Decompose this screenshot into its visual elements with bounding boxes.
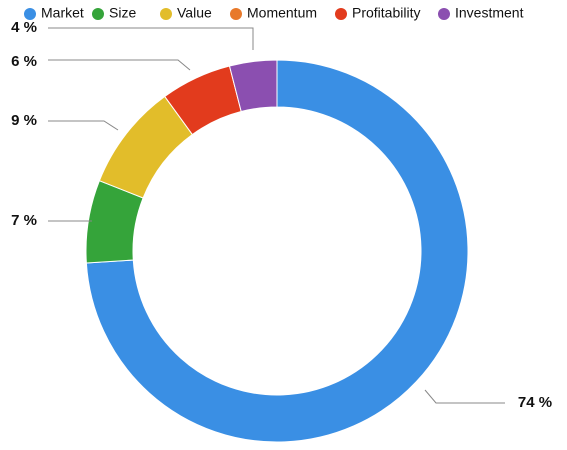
donut-slice bbox=[228, 59, 278, 113]
legend-swatch bbox=[24, 8, 36, 20]
leader-line bbox=[48, 120, 119, 131]
legend-label: Size bbox=[109, 5, 136, 21]
data-label: 7 % bbox=[11, 212, 37, 229]
legend-swatch bbox=[230, 8, 242, 20]
legend-swatch bbox=[160, 8, 172, 20]
leader-line bbox=[424, 389, 505, 404]
donut-slice bbox=[85, 59, 469, 443]
legend-swatch bbox=[438, 8, 450, 20]
leader-line bbox=[48, 59, 191, 71]
legend-label: Value bbox=[177, 5, 212, 21]
data-label: 4 % bbox=[11, 19, 37, 36]
legend-swatch bbox=[92, 8, 104, 20]
leader-line bbox=[48, 27, 254, 50]
legend-swatch bbox=[335, 8, 347, 20]
data-label: 6 % bbox=[11, 53, 37, 70]
legend-label: Momentum bbox=[247, 5, 317, 21]
legend-label: Market bbox=[41, 5, 84, 21]
data-label: 74 % bbox=[518, 394, 552, 411]
data-label: 9 % bbox=[11, 112, 37, 129]
legend-label: Profitability bbox=[352, 5, 420, 21]
legend-label: Investment bbox=[455, 5, 524, 21]
